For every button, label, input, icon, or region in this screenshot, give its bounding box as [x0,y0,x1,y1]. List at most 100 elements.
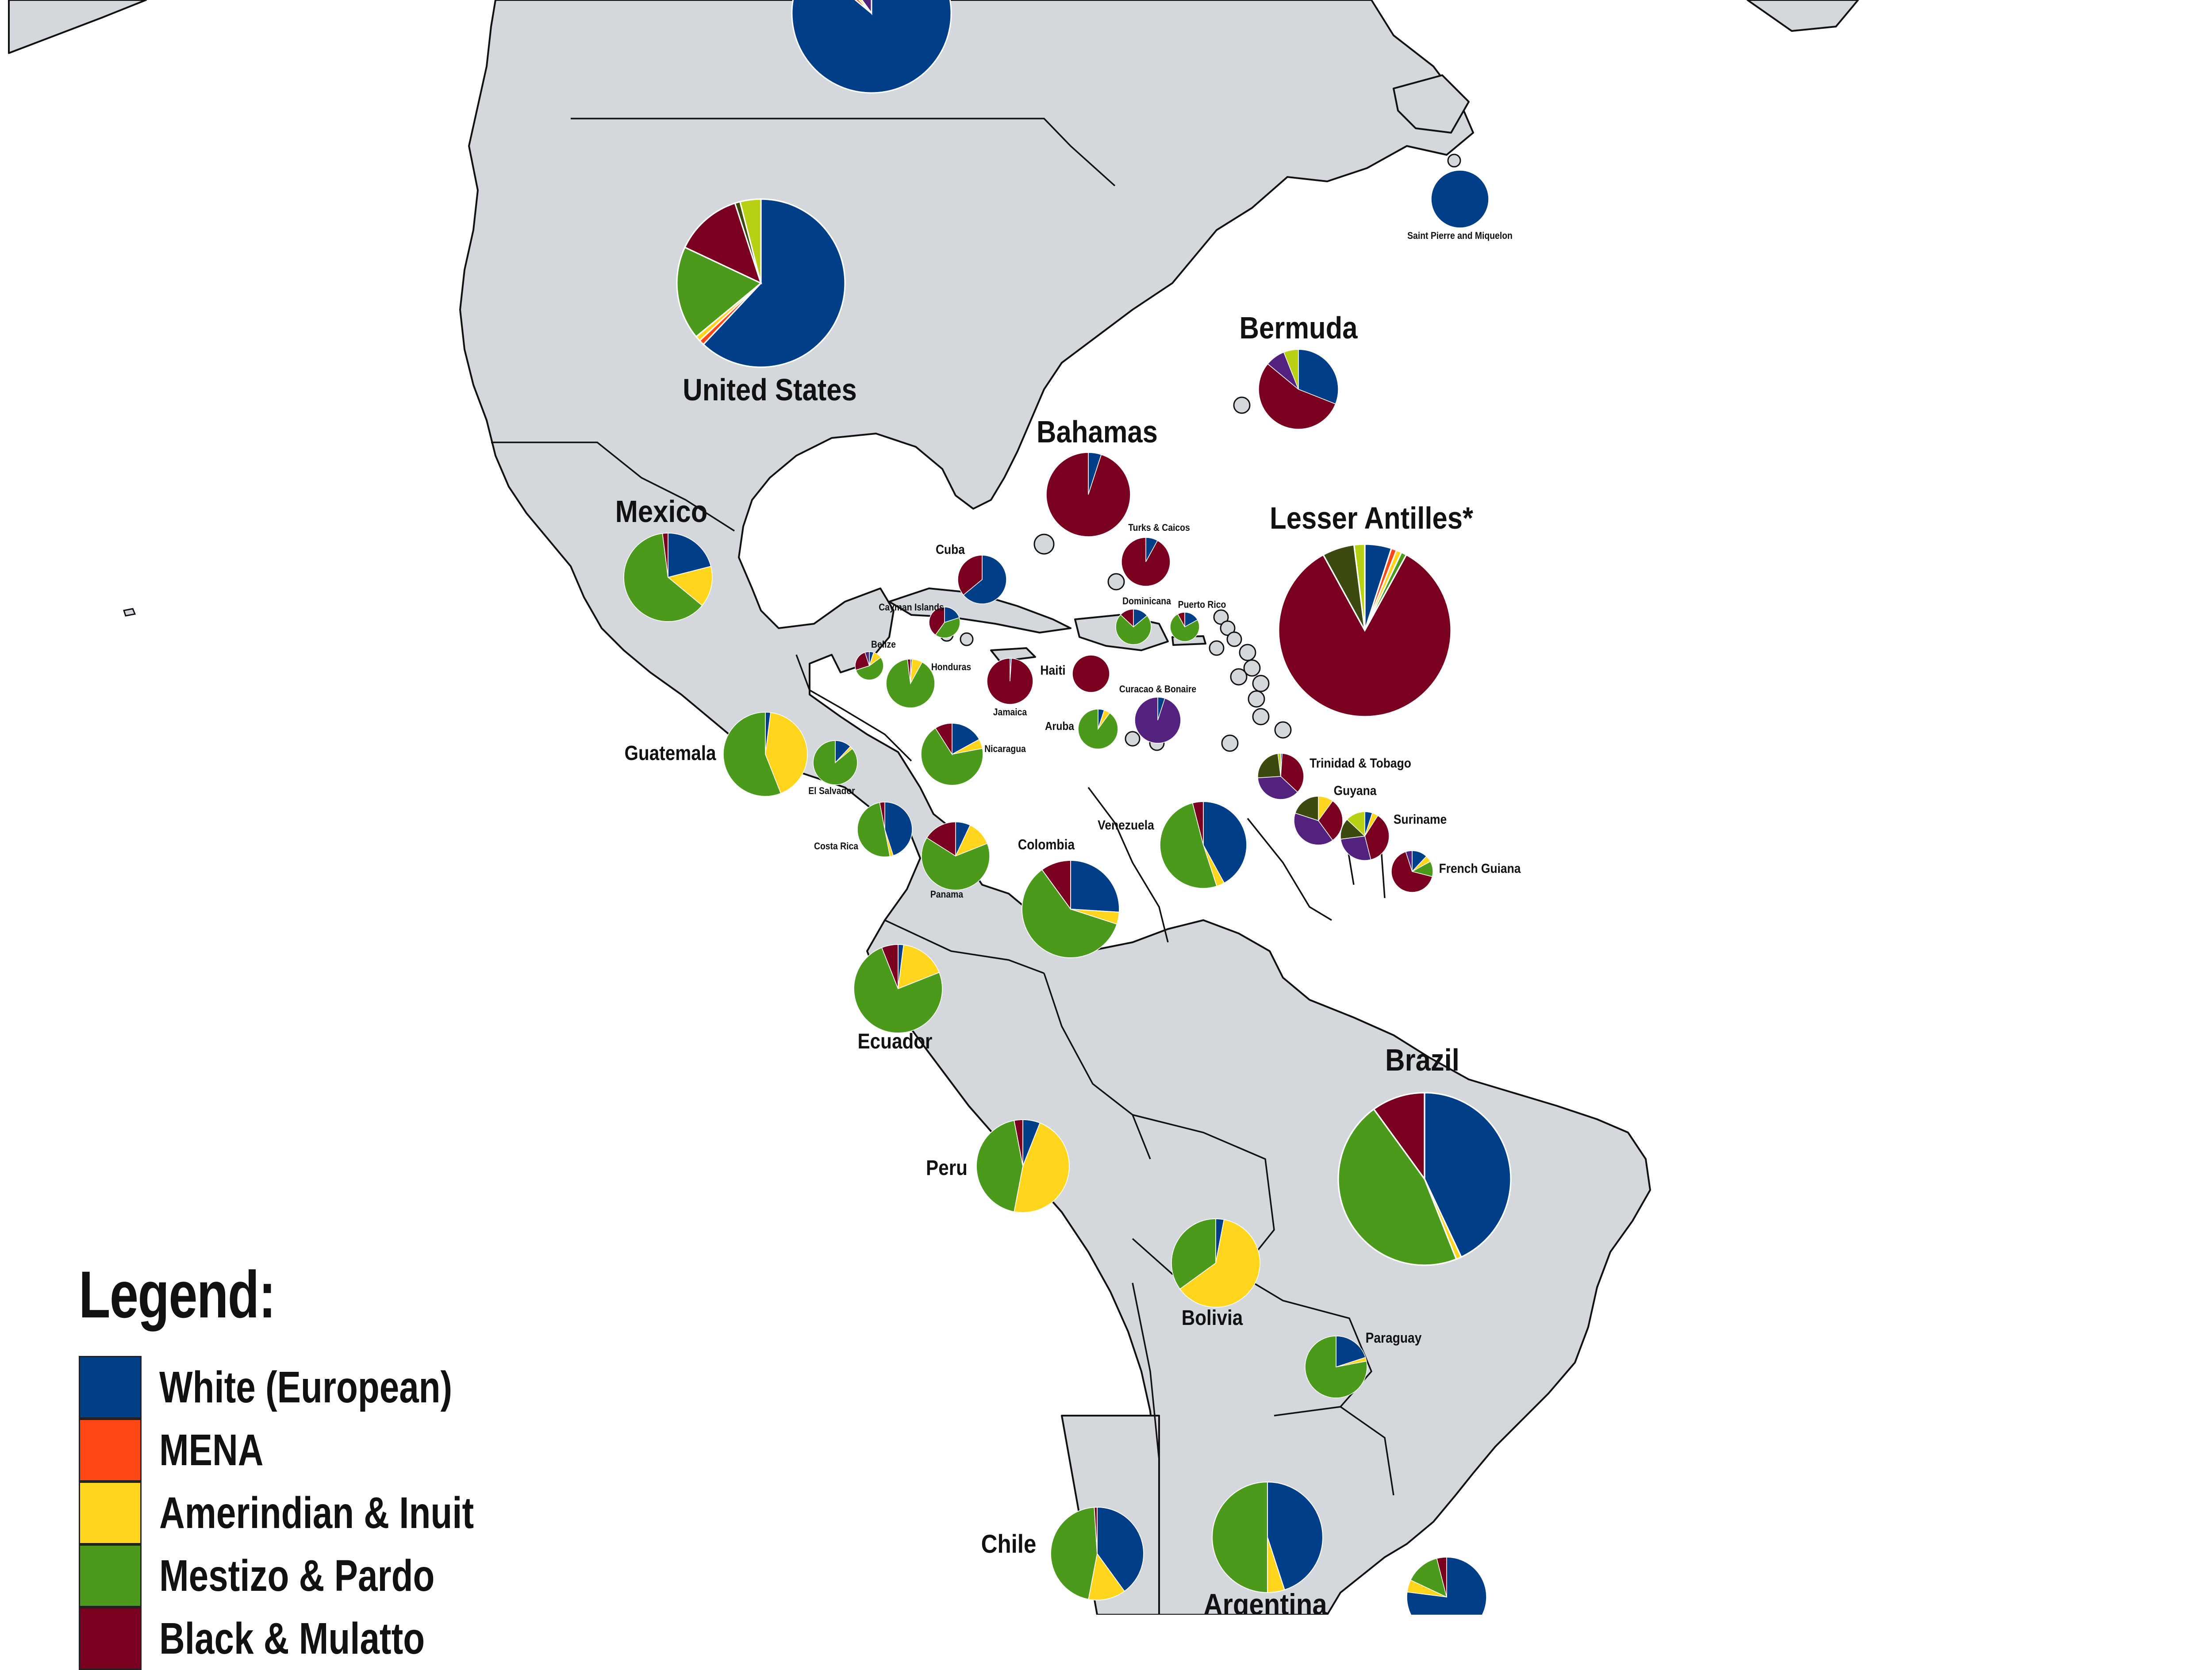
country-label-guyana: Guyana [1334,783,1377,798]
pie-trinidad-tobago [1257,753,1304,800]
legend-swatch [79,1419,142,1482]
pie-slice-mestizo [976,1120,1023,1213]
pie-slice-black [881,944,899,989]
legend-label: MENA [159,1425,264,1475]
pie-slice-asian [1134,697,1181,744]
country-label-dominicana: Dominicana [1122,596,1171,607]
pie-puerto-rico [1170,612,1200,642]
country-label-bermuda: Bermuda [1240,310,1358,345]
pie-slice-amerindian [667,566,713,606]
pie-argentina [1212,1481,1324,1593]
pie-slice-white [791,0,952,94]
pie-slice-black [957,555,983,596]
pie-lesser-antilles [1278,543,1452,718]
pie-slice-white [1070,860,1120,913]
island-marker [1107,573,1125,591]
pie-bolivia [1171,1218,1260,1308]
legend-swatch [79,1544,142,1607]
country-label-costa-rica: Costa Rica [814,841,858,852]
pie-peru [976,1119,1070,1213]
country-label-argentina: Argentina [1203,1587,1328,1615]
pie-suriname [1340,811,1390,861]
legend-item-mena: MENA [79,1419,289,1482]
country-label-french-guiana: French Guiana [1439,860,1521,875]
pie-slice-mestizo [1050,1507,1098,1600]
pie-slice-black [1436,1557,1447,1597]
pie-slice-white [952,723,980,755]
pie-slice-asian [1340,836,1371,861]
pie-slice-mestizo [1337,1108,1457,1266]
pie-french-guiana [1391,850,1433,893]
pie-slice-amerindian [1088,1552,1125,1601]
island-marker [1233,396,1251,414]
pie-united-states [676,198,846,368]
border-argentina-brazil [1274,1406,1394,1496]
pie-slice-mestizo [935,617,960,638]
country-label-turks-caicos: Turks & Caicos [1128,522,1190,533]
pie-slice-black [1373,1092,1425,1182]
pie-slice-asian [1405,850,1413,872]
border-us-mexico [491,441,735,532]
pie-haiti [1072,655,1110,693]
pie-slice-mestizo [623,533,703,622]
pie-slice-mestizo [1212,1481,1268,1593]
pie-slice-black [1318,800,1343,841]
legend-item-mestizo: Mestizo & Pardo [79,1544,503,1607]
country-label-guatemala: Guatemala [625,742,717,765]
pie-slice-other [1277,753,1281,777]
island-marker [1209,640,1225,656]
pie-slice-white [884,802,913,856]
legend-label: Amerindian & Inuit [159,1488,474,1538]
country-label-curacao-bonaire: Curacao & Bonaire [1119,684,1196,695]
legend-title: Legend: [79,1257,276,1332]
country-label-lesser-antilles: Lesser Antilles* [1270,500,1473,535]
pie-slice-mestizo [886,659,935,708]
pie-ecuador [853,944,943,1033]
pie-bahamas [1046,452,1131,537]
pie-slice-black [929,607,945,636]
legend-item-amerindian: Amerindian & Inuit [79,1482,553,1544]
border-central-america [795,654,912,762]
island-marker [1252,708,1270,726]
country-label-colombia: Colombia [1018,837,1075,852]
pie-slice-amerindian [1179,1219,1260,1308]
land-hawaii [123,608,136,617]
country-label-panama: Panama [930,889,964,900]
pie-slice-black [1280,753,1304,793]
island-marker [1125,731,1141,747]
pie-cayman-islands [929,607,960,638]
pie-slice-asian [861,0,872,15]
country-label-mexico: Mexico [615,494,708,529]
legend-swatch [79,1356,142,1419]
pie-guatemala [723,712,808,797]
pie-slice-mestizo [921,727,983,786]
legend-item-white: White (European) [79,1356,526,1419]
island-marker [1248,690,1265,708]
border-argentina-chile [1132,1282,1160,1615]
pie-slice-asian [1257,776,1298,800]
land-north-america [459,0,1651,1615]
pie-slice-mestizo [676,246,762,338]
pie-slice-other [1283,349,1299,390]
country-label-venezuela: Venezuela [1098,817,1154,832]
pie-slice-black [1177,612,1185,627]
pie-slice-black [1278,553,1452,718]
border-bolivia [1132,1114,1275,1275]
pie-slice-black [1121,537,1171,587]
pie-slice-other [739,198,762,284]
border-peru-brazil [1043,973,1151,1159]
pie-costa-rica [857,802,913,857]
pie-slice-black [1391,851,1433,893]
country-label-aruba: Aruba [1045,720,1074,733]
pie-slice-mestizo [1170,614,1200,642]
island-marker [1221,734,1239,752]
country-label-chile: Chile [981,1530,1037,1559]
pie-slice-black [1192,801,1204,845]
pie-saint-pierre-and-miquelon [1431,170,1489,228]
country-label-trinidad-tobago: Trinidad & Tobago [1310,755,1411,770]
pie-belize [855,651,884,680]
country-label-ecuador: Ecuador [858,1029,933,1053]
legend-label: White (European) [159,1362,453,1412]
pie-slice-mestizo [1410,1558,1448,1598]
pie-slice-asian [1294,813,1333,845]
